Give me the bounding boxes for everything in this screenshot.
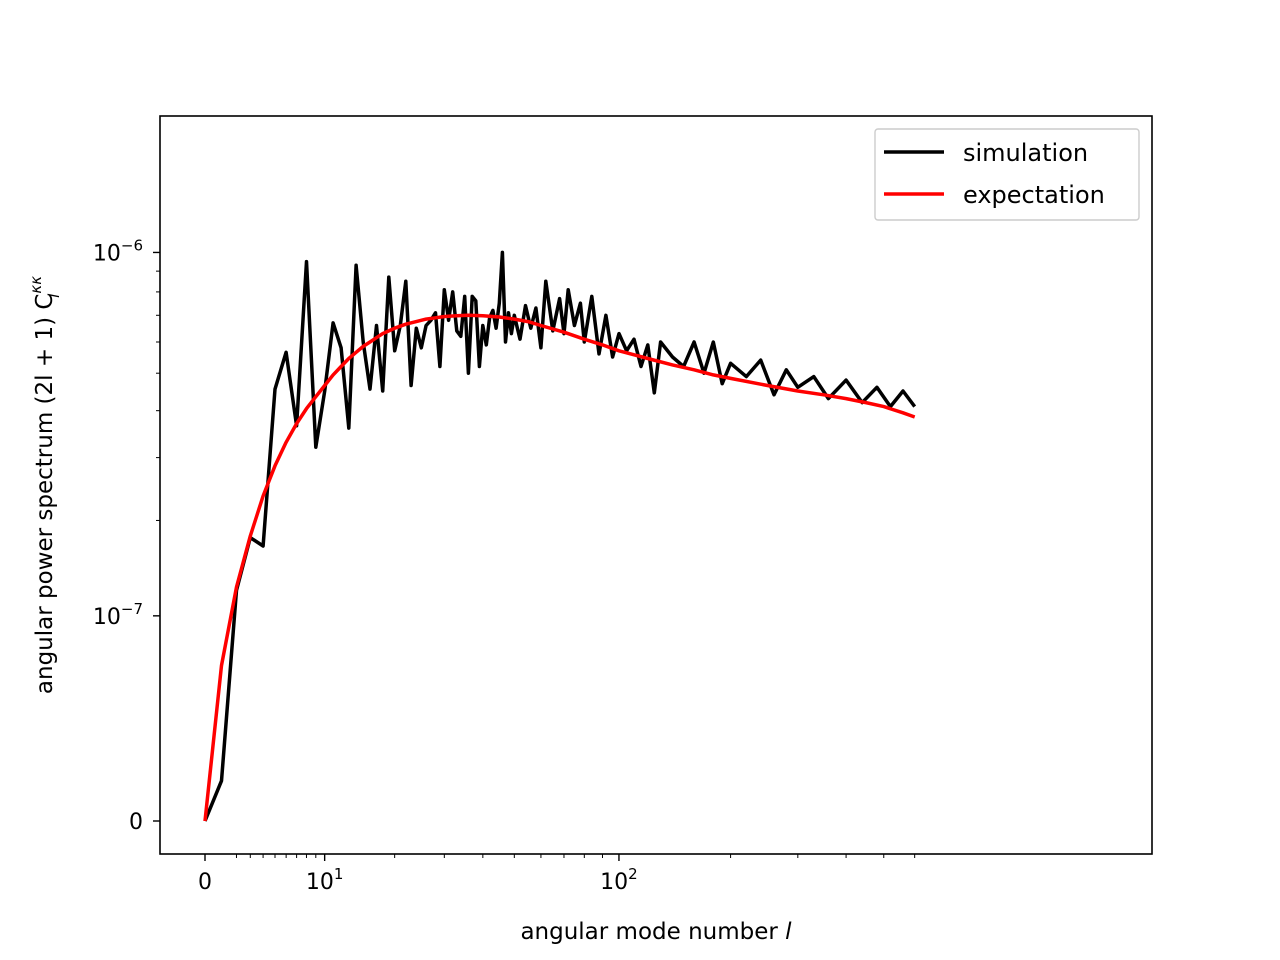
x-axis-label-var: l	[785, 919, 792, 945]
series-line-expectation	[203, 313, 916, 822]
x-tick-label: 0	[198, 870, 212, 895]
x-tick-label: 101	[306, 865, 344, 895]
x-tick-label: 102	[600, 865, 638, 895]
ticks-layer: 0 101 102 0 10−7 10−6	[93, 236, 916, 895]
series-layer	[203, 250, 917, 822]
y-axis-label-sub: l	[45, 293, 63, 298]
y-axis-label-sup: κκ	[27, 276, 45, 294]
x-axis-label: angular mode number l	[520, 919, 792, 945]
legend: simulation expectation	[874, 128, 1140, 221]
series-line-simulation	[203, 250, 917, 822]
y-tick-label: 10−7	[93, 600, 143, 630]
plot-area: 0 101 102 0 10−7 10−6	[93, 115, 1153, 895]
y-axis-label-text: angular power spectrum (2l + 1) C	[32, 294, 58, 695]
axes-frame	[159, 115, 1153, 855]
y-tick-label: 10−6	[93, 236, 143, 266]
y-axis-label: angular power spectrum (2l + 1) Cκκl	[27, 276, 63, 694]
legend-label-expectation: expectation	[963, 181, 1105, 209]
y-tick-label: 0	[129, 810, 143, 835]
x-axis-label-text: angular mode number	[520, 919, 785, 945]
legend-label-simulation: simulation	[963, 139, 1088, 167]
